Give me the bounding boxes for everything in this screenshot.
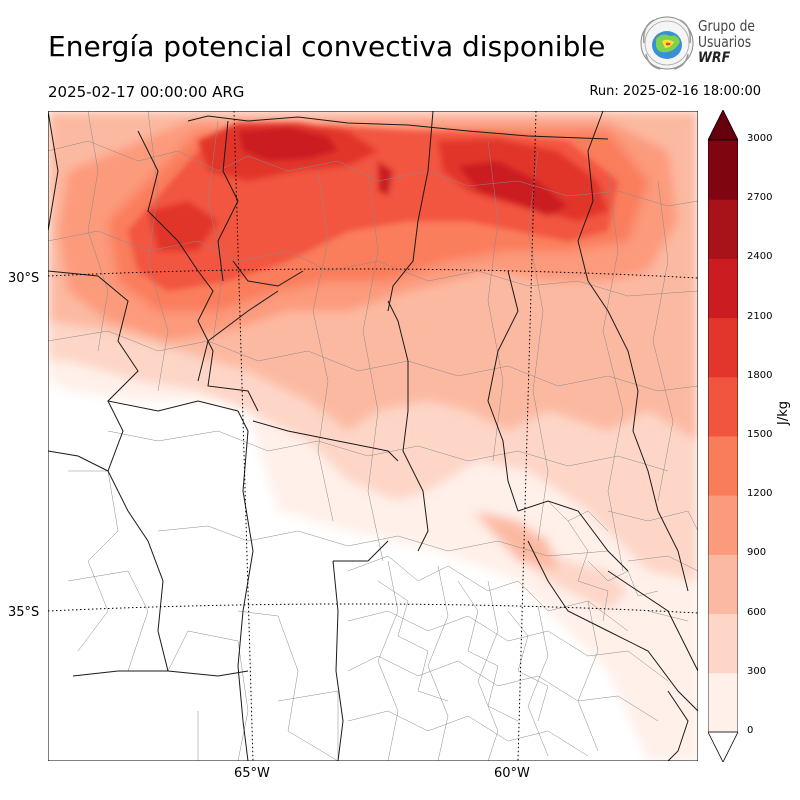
lon-label-65w: 65°W: [234, 766, 270, 781]
wrf-group-logo: Grupo de Usuarios WRF: [638, 14, 768, 74]
colorbar-extend-max: [708, 110, 738, 141]
department-boundaries: [48, 111, 698, 761]
logo-line-1: Grupo de: [698, 17, 756, 35]
colorbar-segment: [708, 199, 738, 259]
run-time: Run: 2025-02-16 18:00:00: [589, 84, 761, 99]
colorbar-tick-label: 3000: [747, 133, 773, 144]
colorbar-segment: [708, 495, 738, 555]
colorbar-tick-label: 0: [747, 725, 754, 736]
colorbar-tick-label: 900: [747, 547, 767, 559]
colorbar-frame: [708, 139, 738, 733]
colorbar-segment: [708, 613, 738, 674]
lon-label-60w: 60°W: [494, 766, 530, 781]
colorbar-segment: [708, 436, 738, 496]
colorbar-extend-min: [708, 731, 738, 762]
valid-time: 2025-02-17 00:00:00 ARG: [48, 83, 245, 101]
colorbar-segment: [708, 376, 738, 437]
cape-map: [48, 111, 698, 761]
colorbar-tick-label: 2700: [747, 192, 773, 204]
graticule: [48, 111, 698, 761]
lon-line-60w: [517, 111, 537, 761]
lat-label-35s: 35°S: [8, 605, 40, 620]
colorbar-segment: [708, 317, 738, 378]
colorbar-segment: [708, 140, 738, 200]
logo-line-2: Usuarios: [698, 33, 752, 51]
colorbar-tick-label: 1500: [747, 429, 773, 440]
map-title: Energía potencial convectiva disponible: [48, 30, 606, 63]
province-borders: [48, 111, 698, 761]
lon-line-65w: [233, 111, 254, 761]
colorbar-tick-label: 600: [747, 606, 767, 618]
colorbar-tick-label: 300: [747, 665, 767, 677]
lat-label-30s: 30°S: [8, 271, 40, 286]
logo-line-3: WRF: [698, 50, 731, 66]
colorbar-segment: [708, 258, 738, 319]
colorbar-tick-label: 2100: [747, 310, 773, 322]
colorbar: [708, 110, 738, 762]
colorbar-tick-label: 2400: [747, 251, 773, 263]
colorbar-tick-label: 1800: [747, 369, 773, 381]
colorbar-tick-label: 1200: [747, 488, 773, 500]
colorbar-segment: [708, 554, 738, 615]
colorbar-unit: J/kg: [776, 401, 791, 425]
colorbar-segment: [708, 672, 738, 733]
wrf-globe-icon: [640, 16, 694, 70]
lat-line-35s: [48, 603, 698, 614]
lat-line-30s: [48, 268, 698, 279]
